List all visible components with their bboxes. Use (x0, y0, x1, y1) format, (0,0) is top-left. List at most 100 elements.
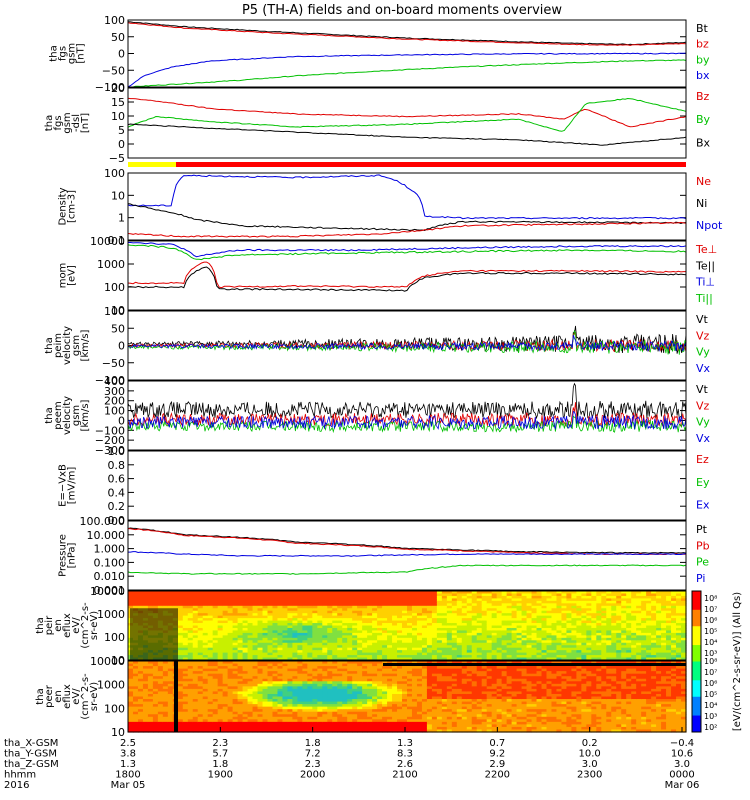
spectrogram-cell (307, 661, 313, 665)
spectrogram-cell (556, 600, 563, 604)
spectrogram-cell (307, 603, 313, 607)
spectrogram-cell (267, 625, 274, 629)
spectrogram-cell (312, 686, 318, 690)
spectrogram-cell (521, 650, 528, 654)
spectrogram-cell (332, 603, 338, 607)
spectrogram-cell (322, 593, 328, 597)
spectrogram-cell (641, 642, 647, 646)
spectrogram-cell (132, 709, 139, 713)
spectrogram-cell (342, 591, 348, 595)
spectrogram-cell (282, 600, 289, 604)
spectrogram-cell (352, 691, 358, 695)
spectrogram-cell (431, 593, 438, 597)
spectrogram-cell (337, 711, 343, 715)
spectrogram-cell (217, 688, 224, 693)
series-Bx (127, 123, 687, 146)
spectrogram-cell (476, 613, 483, 617)
spectrogram-cell (242, 655, 249, 659)
spectrogram-cell (192, 608, 199, 612)
spectrogram-cell (152, 593, 159, 597)
spectrogram-cell (481, 603, 488, 607)
spectrogram-cell (556, 598, 563, 602)
spectrogram-cell (387, 591, 393, 595)
spectrogram-cell (501, 595, 508, 599)
spectrogram-cell (267, 647, 274, 651)
spectrogram-cell (227, 668, 234, 672)
spectrogram-cell (152, 686, 159, 690)
y-tick-label: 15 (111, 96, 125, 109)
spectrogram-cell (247, 632, 254, 636)
spectrogram-cell (227, 605, 234, 609)
spectrogram-cell (302, 666, 308, 670)
spectrogram-cell (167, 605, 174, 609)
spectrogram-cell (192, 714, 199, 718)
spectrogram-cell (616, 623, 622, 627)
spectrogram-cell (362, 593, 368, 597)
spectrogram-cell (167, 681, 174, 685)
spectrogram-cell (267, 618, 274, 622)
spectrogram-cell (147, 683, 154, 687)
spectrogram-cell (252, 699, 259, 703)
panel-frame (127, 380, 687, 451)
spectrogram-cell (461, 632, 468, 636)
spectrogram-cell (177, 620, 184, 624)
spectrogram-cell (601, 615, 607, 619)
spectrogram-cell (287, 716, 294, 720)
spectrogram-cell (461, 630, 468, 634)
spectrogram-cell (486, 652, 493, 656)
spectrogram-cell (367, 613, 373, 617)
spectrogram-cell (282, 714, 289, 718)
spectrogram-cell (451, 627, 458, 632)
spectrogram-cell (456, 637, 463, 641)
spectrogram-cell (317, 714, 323, 718)
spectrogram-cell (521, 618, 528, 622)
spectrogram-cell (267, 600, 274, 604)
spectrogram-cell (187, 721, 194, 725)
spectrogram-cell (402, 711, 408, 715)
spectrogram-cell (611, 623, 617, 627)
spectrogram-cell (157, 681, 164, 685)
spectrogram-cell (362, 615, 368, 619)
spectrogram-cell (481, 647, 488, 651)
spectrogram-cell (142, 603, 149, 607)
spectrogram-cell (312, 681, 318, 685)
spectrogram-cell (292, 666, 298, 670)
spectrogram-cell (257, 693, 264, 698)
spectrogram-cell (322, 630, 328, 634)
spectrogram-cell (586, 655, 592, 659)
spectrogram-cell (362, 591, 368, 595)
spectrogram-cell (272, 668, 279, 672)
spectrogram-cell (521, 595, 528, 599)
spectrogram-cell (262, 706, 269, 710)
spectrogram-cell (352, 625, 358, 629)
spectrogram-cell (332, 637, 338, 641)
spectrogram-cell (456, 620, 463, 624)
spectrogram-cell (222, 632, 229, 636)
spectrogram-cell (411, 632, 418, 636)
spectrogram-cell (197, 615, 204, 619)
spectrogram-cell (267, 627, 274, 632)
spectrogram-cell (606, 615, 612, 619)
spectrogram-cell (232, 627, 239, 632)
spectrogram-cell (586, 640, 592, 644)
spectrogram-cell (392, 645, 398, 649)
spectrogram-cell (506, 630, 513, 634)
spectrogram-cell (656, 625, 662, 629)
spectrogram-cell (546, 600, 553, 604)
spectrogram-cell (128, 668, 134, 672)
spectrogram-cell (397, 630, 403, 634)
spectrogram-cell (586, 600, 592, 604)
spectrogram-cell (177, 711, 184, 715)
spectrogram-cell (611, 591, 617, 595)
spectrogram-cell (137, 711, 144, 715)
spectrogram-cell (197, 657, 204, 661)
y-tick-label: −100 (95, 81, 125, 94)
spectrogram-cell (272, 650, 279, 654)
spectrogram-cell (571, 652, 577, 656)
spectrogram-cell (526, 623, 533, 627)
spectrogram-cell (317, 678, 323, 682)
spectrogram-cell (397, 714, 403, 718)
spectrogram-cell (461, 635, 468, 639)
spectrogram-cell (377, 711, 383, 715)
spectrogram-cell (332, 620, 338, 624)
